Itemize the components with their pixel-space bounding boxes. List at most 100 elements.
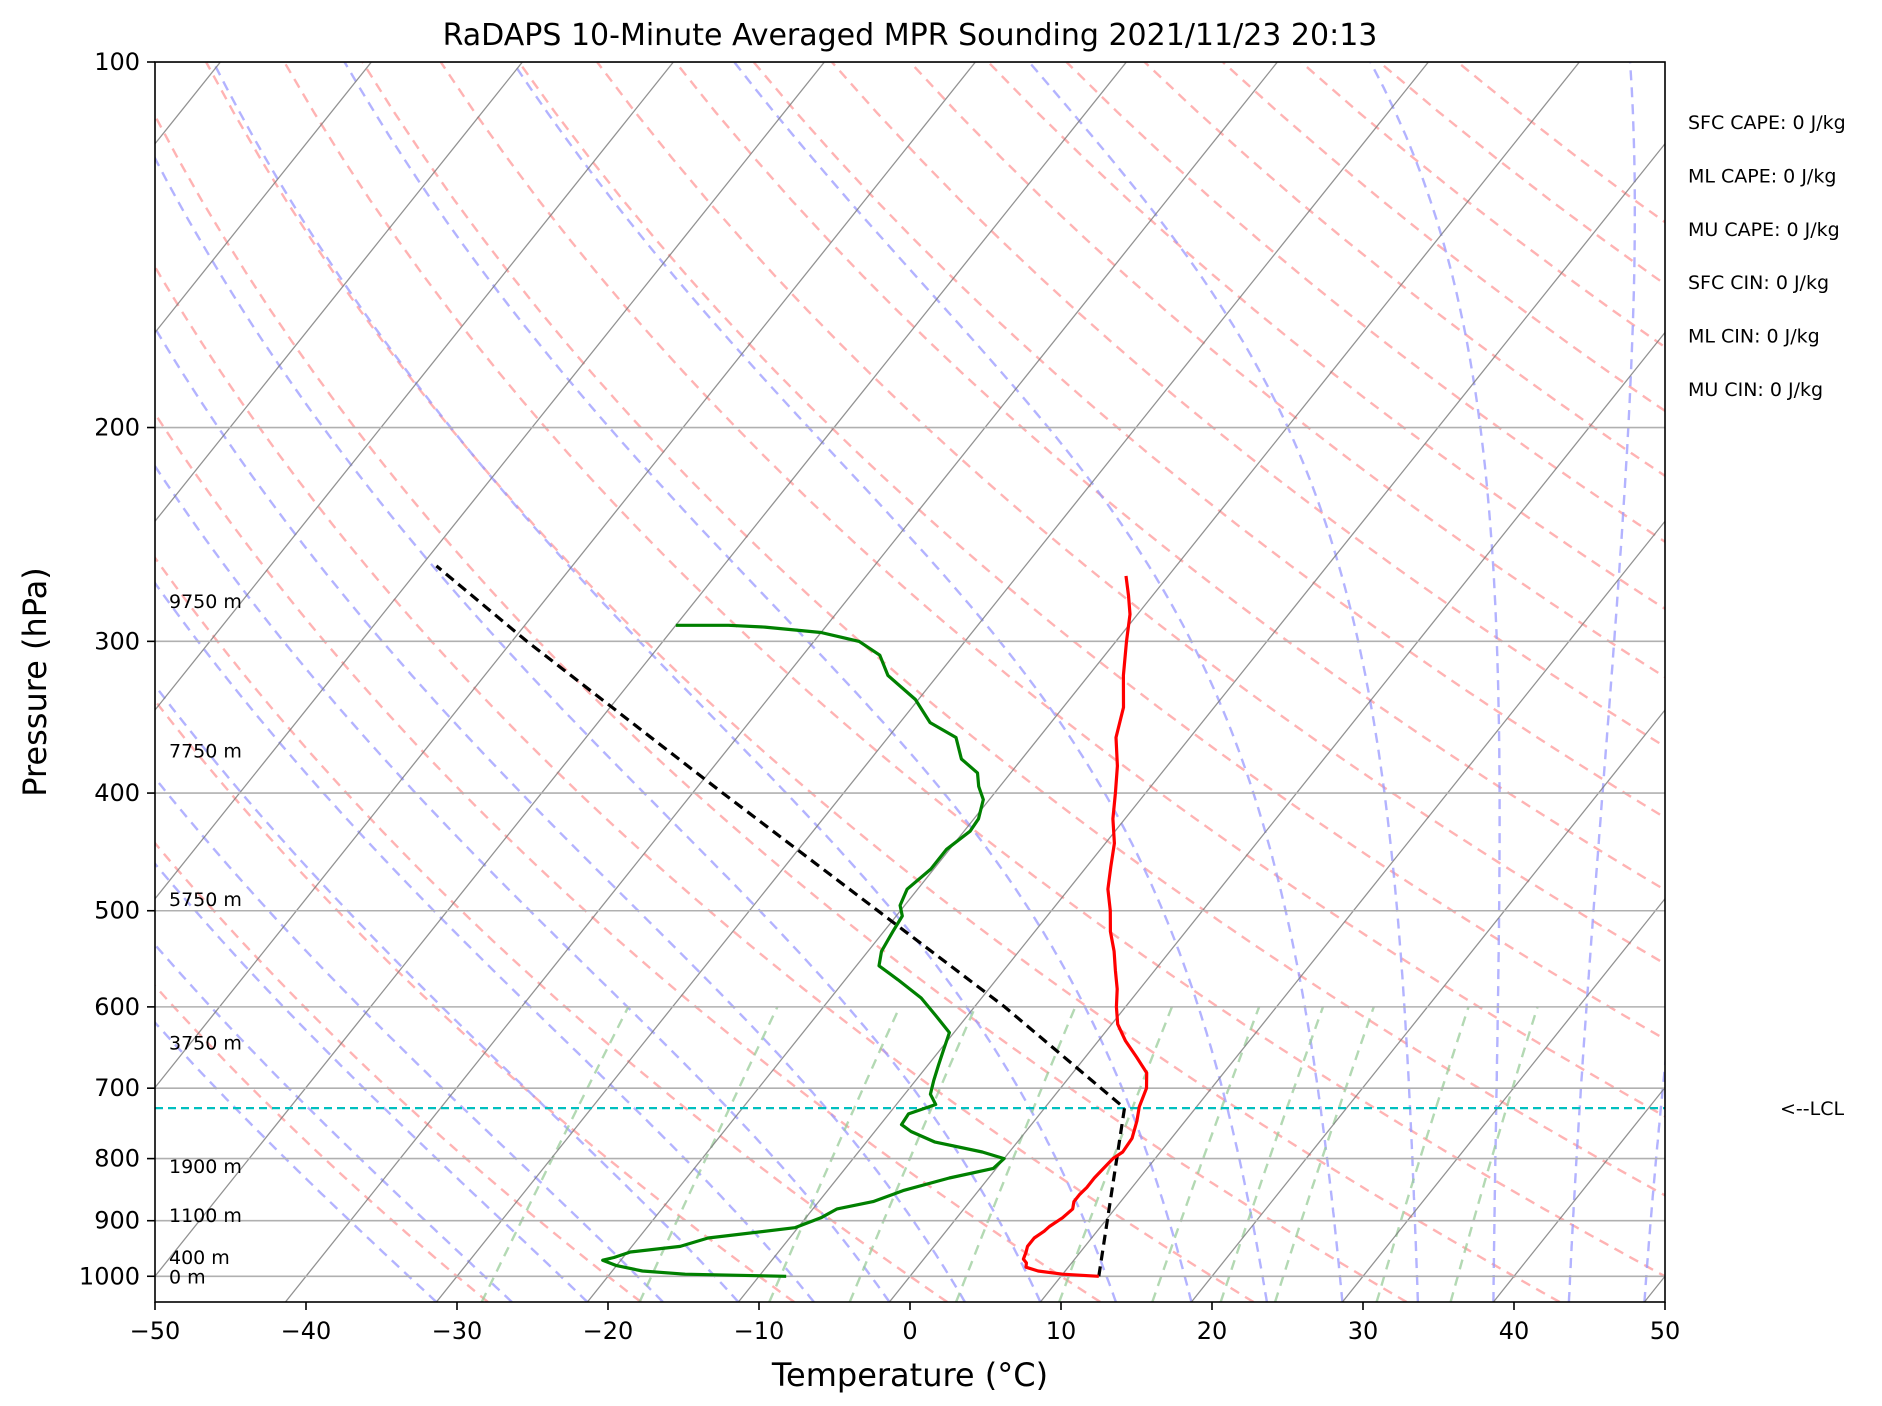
dry-adiabat <box>205 62 1561 1302</box>
moist-adiabat <box>511 62 1269 1302</box>
mixing-ratio-line <box>1273 1006 1375 1302</box>
y-axis-label: Pressure (hPa) <box>16 567 54 797</box>
isotherm-line <box>888 331 1665 1302</box>
index-label: ML CIN: 0 J/kg <box>1688 326 1820 348</box>
x-tick-label: 10 <box>1046 1317 1077 1345</box>
isotherm-line <box>1190 708 1665 1302</box>
dry-adiabat <box>830 62 1665 749</box>
x-tick-label: −30 <box>432 1317 483 1345</box>
height-label: 3750 m <box>169 1033 242 1055</box>
y-tick-label: 500 <box>94 897 140 925</box>
isotherm-line <box>737 142 1665 1302</box>
parcel-profile-line <box>435 564 1127 1277</box>
index-label: MU CAPE: 0 J/kg <box>1688 219 1840 241</box>
isotherm-line <box>586 62 1580 1302</box>
moist-adiabat <box>1369 62 1501 1302</box>
isotherm-line <box>155 62 674 712</box>
y-tick-label: 800 <box>94 1145 140 1173</box>
mixing-ratio-line <box>1058 1006 1174 1302</box>
isotherm-line <box>1039 520 1665 1302</box>
height-label: 400 m <box>169 1247 230 1269</box>
moist-adiabat <box>155 776 664 1302</box>
mixing-ratio-line <box>768 1006 901 1302</box>
height-label: 9750 m <box>169 591 242 613</box>
mixing-ratio-line <box>1219 1006 1325 1302</box>
dry-adiabat <box>155 841 642 1302</box>
x-tick-label: 0 <box>902 1317 917 1345</box>
dry-adiabat <box>517 62 1665 1041</box>
moist-adiabat <box>212 62 1118 1302</box>
x-axis-ticks: −50 −40 −30 −20 −10 0 10 20 30 40 50 <box>130 1302 1681 1345</box>
moist-adiabat <box>155 942 513 1302</box>
y-tick-label: 700 <box>94 1074 140 1102</box>
x-tick-label: −20 <box>583 1317 634 1345</box>
profile-lines <box>435 564 1149 1278</box>
moist-adiabat <box>155 155 1042 1302</box>
height-label: 0 m <box>169 1266 206 1288</box>
x-tick-label: 20 <box>1197 1317 1228 1345</box>
y-tick-label: 1000 <box>79 1262 140 1290</box>
isotherm-line <box>155 62 523 523</box>
y-tick-label: 900 <box>94 1207 140 1235</box>
x-tick-label: 30 <box>1348 1317 1379 1345</box>
dry-adiabat <box>1143 62 1665 478</box>
moist-adiabat <box>155 463 891 1302</box>
moist-adiabats <box>155 62 1665 1302</box>
y-tick-label: 300 <box>94 627 140 655</box>
lcl-label: <--LCL <box>1780 1098 1844 1120</box>
x-tick-label: −50 <box>130 1317 181 1345</box>
mixing-ratio-line <box>638 1006 779 1302</box>
isotherm-line <box>155 62 372 334</box>
temperature-profile-line <box>1021 575 1149 1278</box>
isotherm-line <box>155 62 1127 1278</box>
moist-adiabat <box>343 62 1193 1302</box>
moist-adiabat <box>155 861 589 1302</box>
dry-adiabat <box>155 984 489 1302</box>
moist-adiabat <box>1028 62 1420 1302</box>
moist-adiabat <box>155 683 740 1302</box>
index-label: ML CAPE: 0 J/kg <box>1688 165 1836 187</box>
mixing-ratio-line <box>480 1006 630 1302</box>
dry-adiabat <box>361 62 1665 1197</box>
moist-adiabat <box>155 581 815 1302</box>
stability-indices: SFC CAPE: 0 J/kg ML CAPE: 0 J/kg MU CAPE: … <box>1688 112 1846 401</box>
dewpoint-profile-line <box>601 623 1006 1278</box>
height-label: 1100 m <box>169 1205 242 1227</box>
skewed-isotherms <box>155 62 1665 1302</box>
dry-adiabat <box>155 555 948 1302</box>
dry-adiabats <box>155 62 1665 1302</box>
isotherm-line <box>435 62 1429 1302</box>
moist-adiabat <box>733 62 1344 1302</box>
mixing-ratio-lines <box>480 1006 1539 1302</box>
mixing-ratio-line <box>1449 1006 1539 1302</box>
mixing-ratio-line <box>1375 1006 1470 1302</box>
plot-frame <box>154 61 1666 1303</box>
isotherm-line <box>1643 1275 1665 1302</box>
dry-adiabat <box>155 411 1102 1302</box>
height-label: 1900 m <box>169 1156 242 1178</box>
x-tick-label: −10 <box>734 1317 785 1345</box>
dry-adiabat <box>155 264 1255 1302</box>
x-tick-label: 50 <box>1650 1317 1681 1345</box>
isotherm-line <box>1341 897 1665 1302</box>
y-tick-label: 200 <box>94 414 140 442</box>
mixing-ratio-line <box>848 1006 977 1302</box>
moist-adiabat <box>1567 62 1636 1302</box>
index-label: SFC CIN: 0 J/kg <box>1688 272 1829 294</box>
moist-adiabat <box>155 325 966 1302</box>
y-tick-label: 600 <box>94 993 140 1021</box>
index-label: MU CIN: 0 J/kg <box>1688 379 1823 401</box>
chart-title: RaDAPS 10-Minute Averaged MPR Sounding 2… <box>443 18 1378 53</box>
isotherm-line <box>1492 1086 1665 1302</box>
y-tick-label: 100 <box>94 48 140 76</box>
dry-adiabat <box>909 62 1665 679</box>
x-axis-label: Temperature (°C) <box>771 1356 1048 1394</box>
dry-adiabat <box>752 62 1665 820</box>
y-tick-label: 400 <box>94 779 140 807</box>
moist-adiabat <box>1643 1055 1665 1302</box>
dry-adiabat <box>987 62 1665 611</box>
x-tick-label: 40 <box>1499 1317 1530 1345</box>
dry-adiabat <box>283 62 1665 1278</box>
dry-adiabat <box>596 62 1665 966</box>
